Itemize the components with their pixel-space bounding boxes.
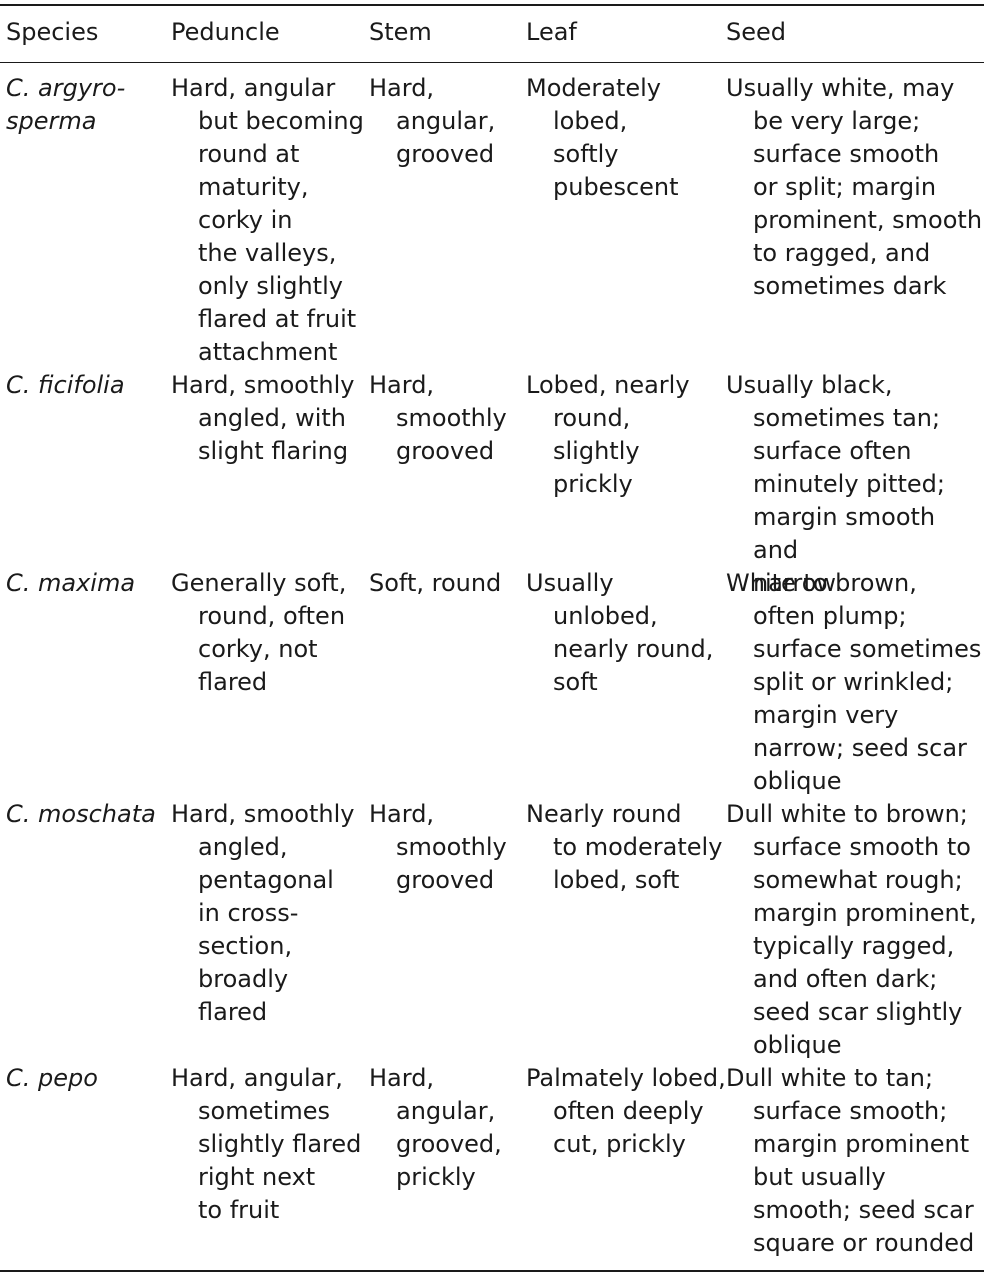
species-cell: C. pepo xyxy=(6,1064,98,1092)
leaf-cell: Nearly round to moderately lobed, soft xyxy=(526,800,723,894)
header-species: Species xyxy=(6,18,99,46)
peduncle-cell: Hard, angular, sometimes slightly flared… xyxy=(171,1064,362,1224)
leaf-cell: Lobed, nearly round, slightly prickly xyxy=(526,371,690,498)
leaf-cell: Usually unlobed, nearly round, soft xyxy=(526,569,714,696)
seed-cell: Usually white, may be very large; surfac… xyxy=(726,74,983,300)
species-cell: C. argyro- sperma xyxy=(6,74,126,135)
table-header-rule xyxy=(0,62,984,63)
seed-cell: Usually black, sometimes tan; surface of… xyxy=(726,371,945,597)
stem-cell: Hard, angular, grooved xyxy=(369,74,496,168)
header-stem: Stem xyxy=(369,18,432,46)
leaf-cell: Palmately lobed, often deeply cut, prick… xyxy=(526,1064,726,1158)
seed-cell: Dull white to tan; surface smooth; margi… xyxy=(726,1064,975,1257)
stem-cell: Hard, smoothly grooved xyxy=(369,371,507,465)
peduncle-cell: Generally soft, round, often corky, not … xyxy=(171,569,347,696)
stem-cell: Hard, angular, grooved, prickly xyxy=(369,1064,502,1191)
peduncle-cell: Hard, angular but becoming round at matu… xyxy=(171,74,364,366)
seed-cell: White to brown, often plump; surface som… xyxy=(726,569,982,795)
species-cell: C. ficifolia xyxy=(6,371,125,399)
stem-cell: Hard, smoothly grooved xyxy=(369,800,507,894)
header-seed: Seed xyxy=(726,18,786,46)
stem-cell: Soft, round xyxy=(369,569,502,597)
peduncle-cell: Hard, smoothly angled, pentagonal in cro… xyxy=(171,800,355,1026)
header-leaf: Leaf xyxy=(526,18,577,46)
seed-cell: Dull white to brown; surface smooth to s… xyxy=(726,800,977,1059)
header-peduncle: Peduncle xyxy=(171,18,280,46)
species-cell: C. moschata xyxy=(6,800,156,828)
species-cell: C. maxima xyxy=(6,569,136,597)
table-top-rule xyxy=(0,4,984,6)
peduncle-cell: Hard, smoothly angled, with slight flari… xyxy=(171,371,355,465)
leaf-cell: Moderately lobed, softly pubescent xyxy=(526,74,679,201)
table-bottom-rule xyxy=(0,1270,984,1272)
